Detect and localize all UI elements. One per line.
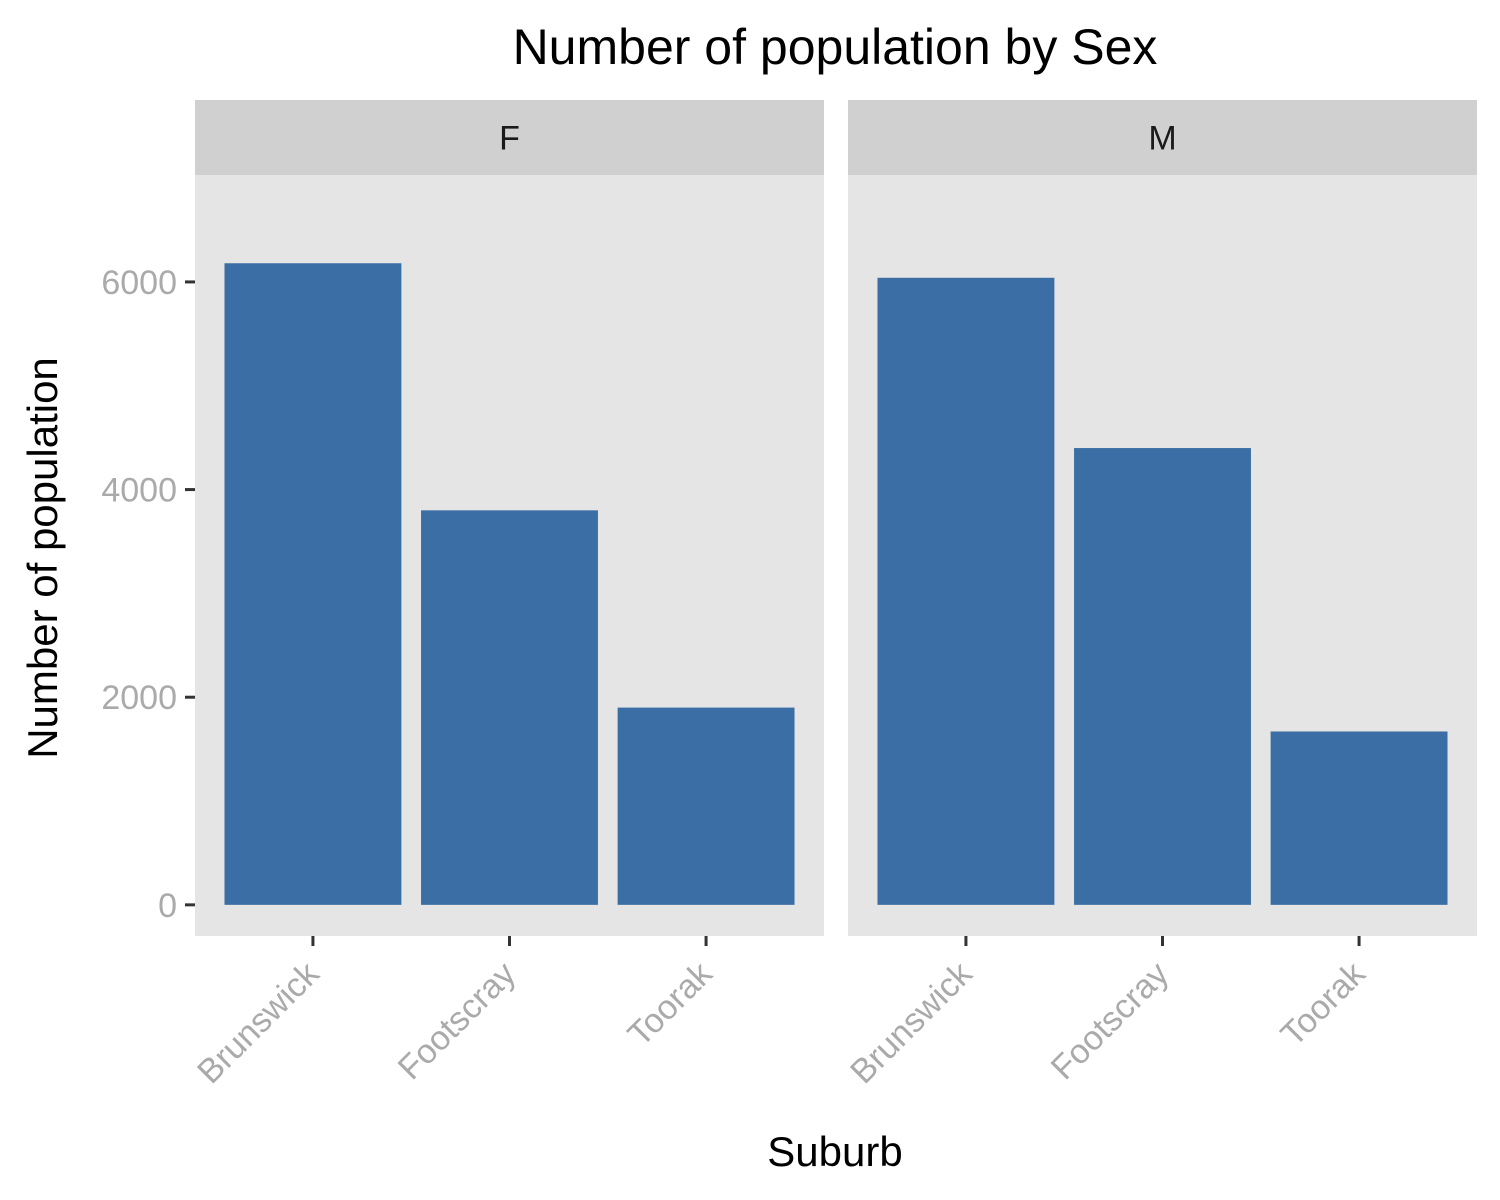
y-tick-label: 4000 <box>101 472 177 510</box>
bar-M-Footscray <box>1074 448 1251 905</box>
x-tick-label: Footscray <box>391 955 523 1087</box>
facet-strip-label: F <box>499 120 520 158</box>
bar-M-Toorak <box>1270 731 1448 905</box>
facet-panel-F: F Brunswick Footscray Toorak <box>190 100 824 1091</box>
bar-F-Footscray <box>421 510 598 905</box>
bar-F-Brunswick <box>224 263 402 905</box>
y-axis: 0 2000 4000 6000 <box>101 264 195 925</box>
x-tick-label: Toorak <box>1274 954 1374 1054</box>
x-tick-label: Brunswick <box>843 954 980 1091</box>
y-tick-label: 6000 <box>101 264 177 302</box>
y-tick-label: 2000 <box>101 679 177 717</box>
bar-F-Toorak <box>617 707 795 905</box>
bar-M-Brunswick <box>877 277 1055 905</box>
chart-title: Number of population by Sex <box>513 19 1158 75</box>
x-tick-label: Toorak <box>621 954 721 1054</box>
x-axis-title: Suburb <box>767 1128 902 1175</box>
facet-strip <box>195 100 824 175</box>
facets: F Brunswick Footscray Toorak M Brunswick Foots… <box>190 100 1477 1091</box>
facet-panel-M: M Brunswick Footscray Toorak <box>843 100 1477 1091</box>
y-axis-title: Number of population <box>19 357 66 759</box>
facet-strip-label: M <box>1148 120 1176 158</box>
x-tick-label: Footscray <box>1044 955 1176 1087</box>
y-tick-label: 0 <box>158 887 177 925</box>
facet-strip <box>848 100 1477 175</box>
x-tick-label: Brunswick <box>190 954 327 1091</box>
